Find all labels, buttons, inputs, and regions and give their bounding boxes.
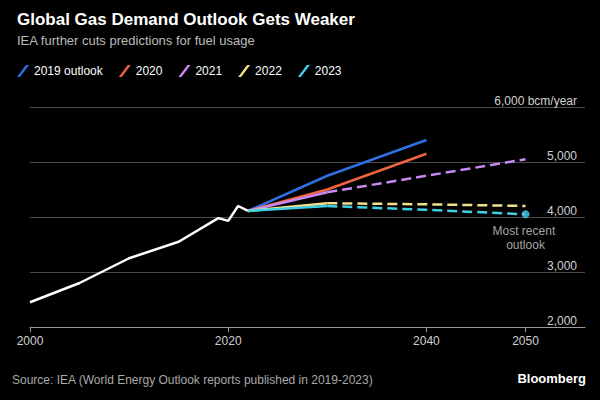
svg-text:2023: 2023 xyxy=(315,64,342,78)
svg-text:Global Gas Demand Outlook Gets: Global Gas Demand Outlook Gets Weaker xyxy=(17,10,355,29)
svg-text:2022: 2022 xyxy=(255,64,282,78)
svg-text:IEA further cuts predictions f: IEA further cuts predictions for fuel us… xyxy=(17,33,255,48)
svg-text:Most recent: Most recent xyxy=(493,224,559,238)
svg-text:2021: 2021 xyxy=(195,64,222,78)
svg-text:2019 outlook: 2019 outlook xyxy=(34,64,104,78)
svg-text:2000: 2000 xyxy=(17,334,44,348)
svg-text:6,000 bcm/year: 6,000 bcm/year xyxy=(494,94,577,108)
svg-text:3,000: 3,000 xyxy=(547,259,577,273)
svg-text:2020: 2020 xyxy=(215,334,242,348)
svg-text:outlook: outlook xyxy=(506,238,546,252)
svg-text:2020: 2020 xyxy=(136,64,163,78)
svg-text:2,000: 2,000 xyxy=(547,314,577,328)
svg-text:Bloomberg: Bloomberg xyxy=(517,371,586,386)
svg-text:2050: 2050 xyxy=(512,334,539,348)
svg-text:5,000: 5,000 xyxy=(547,149,577,163)
svg-text:2040: 2040 xyxy=(413,334,440,348)
svg-text:4,000: 4,000 xyxy=(547,204,577,218)
svg-text:Source: IEA (World Energy Outl: Source: IEA (World Energy Outlook report… xyxy=(12,373,373,387)
